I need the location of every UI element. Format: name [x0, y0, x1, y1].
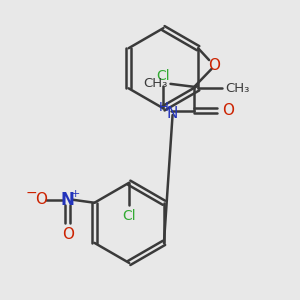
Text: Cl: Cl [122, 209, 136, 223]
Text: −: − [26, 186, 37, 200]
Text: N: N [61, 191, 75, 209]
Text: CH₃: CH₃ [225, 82, 249, 95]
Text: O: O [35, 192, 47, 207]
Text: O: O [62, 227, 74, 242]
Text: O: O [208, 58, 220, 73]
Text: Cl: Cl [157, 69, 170, 83]
Text: O: O [223, 103, 235, 118]
Text: CH₃: CH₃ [143, 77, 167, 90]
Text: +: + [71, 189, 80, 199]
Text: H: H [159, 100, 169, 114]
Text: N: N [167, 106, 178, 121]
